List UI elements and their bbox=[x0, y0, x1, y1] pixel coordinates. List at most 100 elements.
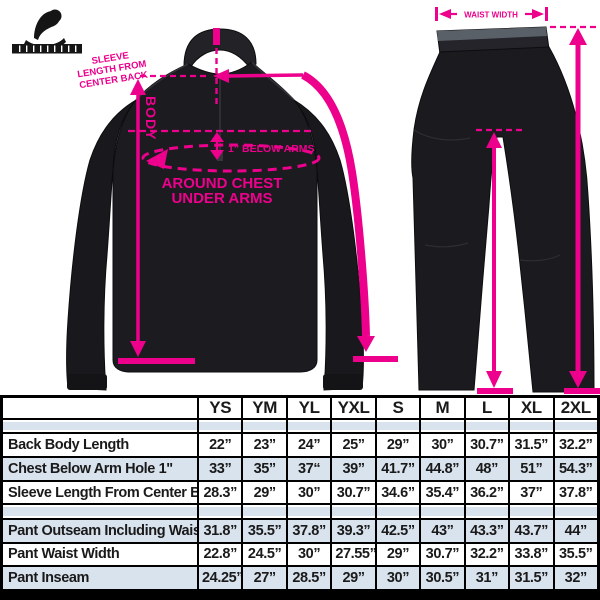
size-value-cell: 25” bbox=[330, 432, 375, 457]
spacer-cell bbox=[330, 418, 375, 433]
measurement-row: Pant Outseam Including Waist 31.8” 35.5” 37… bbox=[3, 517, 597, 542]
size-column-header: YL bbox=[285, 398, 331, 418]
waist-arrowhead-left bbox=[439, 9, 451, 19]
size-value-cell: 22.8” bbox=[197, 541, 242, 566]
size-value-cell: 48” bbox=[463, 456, 509, 480]
jacket-annotations: SLEEVE LENGTH FROM CENTER BACK BODY 1” B… bbox=[77, 28, 398, 364]
size-value-cell: 32” bbox=[552, 565, 597, 589]
around-chest-label-line1: AROUND CHEST bbox=[162, 175, 283, 192]
measurement-row: Back Body Length 22” 23” 24” 25” 29” 30” 30.7” 3… bbox=[3, 432, 597, 457]
size-value-cell: 44.8” bbox=[419, 456, 464, 480]
size-value-cell: 54.3” bbox=[552, 456, 597, 480]
size-value-cell: 36.2” bbox=[463, 479, 509, 504]
size-value-cell: 23” bbox=[241, 432, 286, 457]
brand-monkey-logo-icon bbox=[24, 9, 66, 50]
spacer-cell bbox=[197, 418, 242, 433]
size-value-cell: 24” bbox=[285, 432, 331, 457]
size-value-cell: 30” bbox=[285, 541, 331, 566]
inseam-arrowhead-up bbox=[486, 132, 502, 148]
pants-image bbox=[411, 26, 595, 393]
sleeve-cuff-tick bbox=[353, 356, 398, 362]
size-value-cell: 32.2” bbox=[463, 541, 509, 566]
waist-tick-left bbox=[435, 7, 438, 21]
size-value-cell: 41.7” bbox=[374, 456, 420, 480]
spacer-cell bbox=[419, 503, 464, 518]
jacket-image bbox=[66, 28, 364, 391]
row-label: Back Body Length bbox=[3, 432, 197, 457]
size-value-cell: 37.8” bbox=[285, 517, 331, 542]
spacer-cell bbox=[419, 418, 464, 433]
spacer-cell bbox=[241, 503, 286, 518]
size-value-cell: 44” bbox=[552, 517, 597, 542]
size-value-cell: 31.5” bbox=[508, 432, 553, 457]
size-value-cell: 32.2” bbox=[552, 432, 597, 457]
size-value-cell: 33” bbox=[197, 456, 242, 480]
sleeve-line-arm bbox=[300, 71, 370, 337]
size-value-cell: 33.8” bbox=[508, 541, 553, 566]
body-arrowhead-down bbox=[130, 341, 146, 357]
size-value-cell: 30” bbox=[285, 479, 331, 504]
chest-ellipse bbox=[141, 143, 321, 173]
outseam-hem-tick bbox=[564, 388, 600, 394]
size-value-cell: 30.7” bbox=[463, 432, 509, 457]
body-hem-tick bbox=[118, 358, 195, 364]
size-value-cell: 35.4” bbox=[419, 479, 464, 504]
size-value-cell: 24.5” bbox=[241, 541, 286, 566]
spacer-cell bbox=[3, 503, 197, 518]
sleeve-line-shoulder bbox=[228, 73, 304, 78]
spacer-cell bbox=[197, 503, 242, 518]
size-column-header: YXL bbox=[330, 398, 375, 418]
spacer-cell bbox=[508, 503, 553, 518]
size-chart-table: YS YM YL YXL S M L XL 2XL Back Body Length 22” 23”… bbox=[0, 395, 600, 592]
waist-tick-right bbox=[545, 7, 548, 21]
spacer-cell bbox=[330, 503, 375, 518]
outseam-arrowhead-down bbox=[569, 371, 587, 388]
corner-cell bbox=[3, 398, 197, 418]
size-column-header: S bbox=[374, 398, 420, 418]
sleeve-arrowhead-down bbox=[357, 336, 375, 352]
body-arrowhead-up bbox=[130, 79, 146, 95]
spacer-cell bbox=[241, 418, 286, 433]
size-value-cell: 34.6” bbox=[374, 479, 420, 504]
size-value-cell: 30.7” bbox=[330, 479, 375, 504]
bottom-black-strip bbox=[0, 592, 600, 600]
size-column-header: 2XL bbox=[552, 398, 597, 418]
spacer-cell bbox=[285, 418, 331, 433]
below-arms-arrowhead-up bbox=[210, 132, 224, 142]
size-value-cell: 30.5” bbox=[419, 565, 464, 589]
size-value-cell: 39” bbox=[330, 456, 375, 480]
size-value-cell: 43.3” bbox=[463, 517, 509, 542]
size-value-cell: 29” bbox=[330, 565, 375, 589]
size-chart-body: Back Body Length 22” 23” 24” 25” 29” 30” 30.7” 3… bbox=[3, 418, 597, 589]
size-value-cell: 28.5” bbox=[285, 565, 331, 589]
spacer-cell bbox=[552, 503, 597, 518]
measurement-diagram: SLEEVE LENGTH FROM CENTER BACK BODY 1” B… bbox=[12, 7, 600, 394]
size-value-cell: 31” bbox=[463, 565, 509, 589]
row-label: Chest Below Arm Hole 1" bbox=[3, 456, 197, 480]
inseam-hem-tick bbox=[477, 388, 513, 394]
row-label: Pant Inseam bbox=[3, 565, 197, 589]
zipper-pull bbox=[217, 152, 223, 161]
size-value-cell: 42.5” bbox=[374, 517, 420, 542]
size-value-cell: 35.5” bbox=[552, 541, 597, 566]
row-label: Sleeve Length From Center Back bbox=[3, 479, 197, 504]
inseam-arrowhead-down bbox=[486, 371, 502, 388]
diagram-canvas: SLEEVE LENGTH FROM CENTER BACK BODY 1” B… bbox=[12, 7, 600, 394]
size-value-cell: 22” bbox=[197, 432, 242, 457]
row-label: Pant Outseam Including Waist bbox=[3, 517, 197, 542]
body-label: BODY bbox=[143, 96, 159, 140]
pants-annotations: WAIST WIDTH bbox=[435, 7, 600, 394]
waist-width-label: WAIST WIDTH bbox=[464, 11, 518, 20]
spacer-cell bbox=[3, 418, 197, 433]
size-value-cell: 51” bbox=[508, 456, 553, 480]
size-value-cell: 30.7” bbox=[419, 541, 464, 566]
outseam-arrowhead-up bbox=[569, 28, 587, 45]
spacer-cell bbox=[374, 503, 420, 518]
size-value-cell: 29” bbox=[241, 479, 286, 504]
size-value-cell: 31.8” bbox=[197, 517, 242, 542]
size-column-header: YS bbox=[197, 398, 242, 418]
below-arms-label: 1” BELOW ARMS bbox=[228, 143, 315, 155]
waist-arrowhead-right bbox=[532, 9, 544, 19]
size-value-cell: 39.3” bbox=[330, 517, 375, 542]
measurement-row: Pant Inseam 24.25” 27” 28.5” 29” 30” 30.5” 31” 3… bbox=[3, 565, 597, 589]
